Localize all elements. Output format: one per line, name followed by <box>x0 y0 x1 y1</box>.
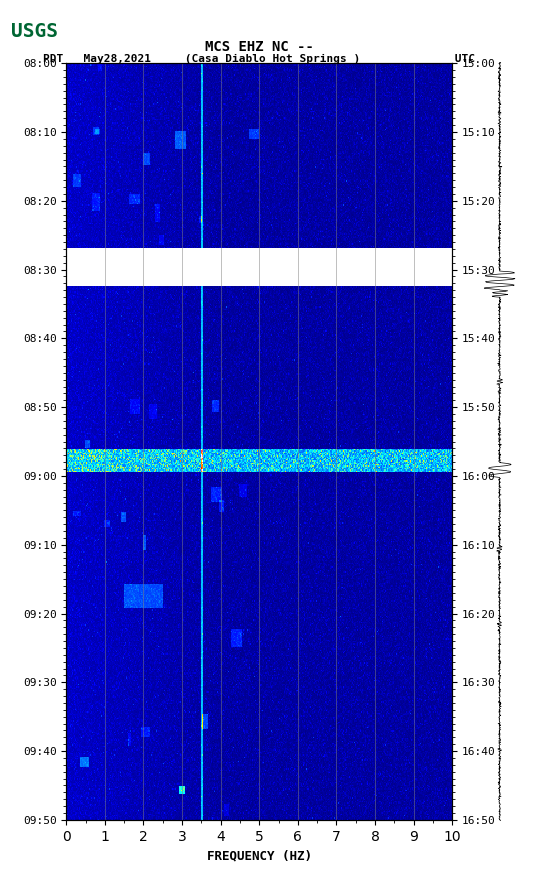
X-axis label: FREQUENCY (HZ): FREQUENCY (HZ) <box>207 849 312 863</box>
Text: MCS EHZ NC --: MCS EHZ NC -- <box>205 40 314 54</box>
Text: USGS: USGS <box>11 22 58 41</box>
Text: PDT   May28,2021     (Casa Diablo Hot Springs )              UTC: PDT May28,2021 (Casa Diablo Hot Springs … <box>44 54 475 63</box>
